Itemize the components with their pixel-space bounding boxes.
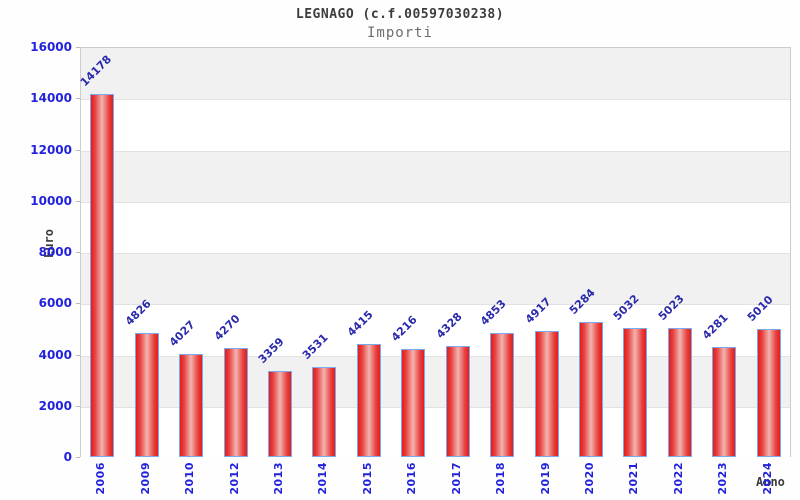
x-tick-label: 2019 <box>539 462 552 495</box>
bar <box>268 371 292 457</box>
y-tick-mark <box>76 354 80 356</box>
bar <box>446 346 470 457</box>
x-tick-label: 2009 <box>139 462 152 495</box>
y-tick-mark <box>76 98 80 100</box>
bar <box>490 333 514 457</box>
x-tick-label: 2017 <box>450 462 463 495</box>
y-tick-label: 14000 <box>30 91 72 106</box>
plot-band <box>81 150 790 202</box>
x-tick-label: 2023 <box>716 462 729 495</box>
y-tick-label: 8000 <box>38 245 72 259</box>
gridline <box>81 355 790 357</box>
y-tick-label: 0 <box>63 450 72 464</box>
bar <box>535 331 559 457</box>
x-tick-label: 2024 <box>761 462 774 495</box>
plot-band <box>81 201 790 253</box>
x-tick-label: 2022 <box>672 462 685 495</box>
y-tick-mark <box>76 200 80 202</box>
x-tick-label: 2006 <box>94 462 107 495</box>
gridline <box>81 406 790 408</box>
chart-title: LEGNAGO (c.f.00597030238) <box>295 7 505 22</box>
x-axis-title: Anno <box>756 475 785 489</box>
bar <box>179 354 203 457</box>
x-tick-label: 2014 <box>316 462 329 495</box>
bar <box>623 328 647 457</box>
y-tick-mark <box>76 149 80 151</box>
x-tick-label: 2020 <box>583 462 596 495</box>
y-tick-mark <box>76 405 80 407</box>
y-tick-label: 12000 <box>30 142 72 157</box>
y-tick-mark <box>76 457 80 458</box>
gridline <box>81 253 790 254</box>
bar <box>712 347 736 457</box>
plot-band <box>81 48 790 100</box>
y-tick-label: 2000 <box>38 398 72 413</box>
x-tick-label: 2015 <box>361 462 374 495</box>
gridline <box>81 304 790 306</box>
y-tick-mark <box>76 47 80 48</box>
bar <box>90 94 114 457</box>
gridline <box>81 150 790 152</box>
bar <box>757 329 781 457</box>
y-tick-label: 4000 <box>38 347 72 362</box>
y-tick-mark <box>76 252 80 253</box>
y-tick-label: 6000 <box>38 296 72 311</box>
bar <box>357 344 381 457</box>
bar <box>401 349 425 457</box>
gridline <box>81 201 790 203</box>
plot-band <box>81 99 790 151</box>
x-tick-label: 2012 <box>228 462 241 495</box>
y-tick-label: 10000 <box>30 193 72 208</box>
x-tick-label: 2010 <box>183 462 196 495</box>
x-tick-label: 2018 <box>494 462 507 495</box>
bar <box>579 322 603 457</box>
bar <box>312 367 336 457</box>
bar <box>224 348 248 457</box>
y-tick-label: 16000 <box>30 40 72 54</box>
y-tick-mark <box>76 303 80 305</box>
x-tick-label: 2016 <box>405 462 418 495</box>
gridline <box>81 99 790 101</box>
bar <box>668 328 692 457</box>
bar <box>135 333 159 457</box>
x-tick-label: 2021 <box>627 462 640 495</box>
chart-subtitle: Importi <box>366 25 433 41</box>
plot-band <box>81 253 790 305</box>
x-tick-label: 2013 <box>272 462 285 495</box>
